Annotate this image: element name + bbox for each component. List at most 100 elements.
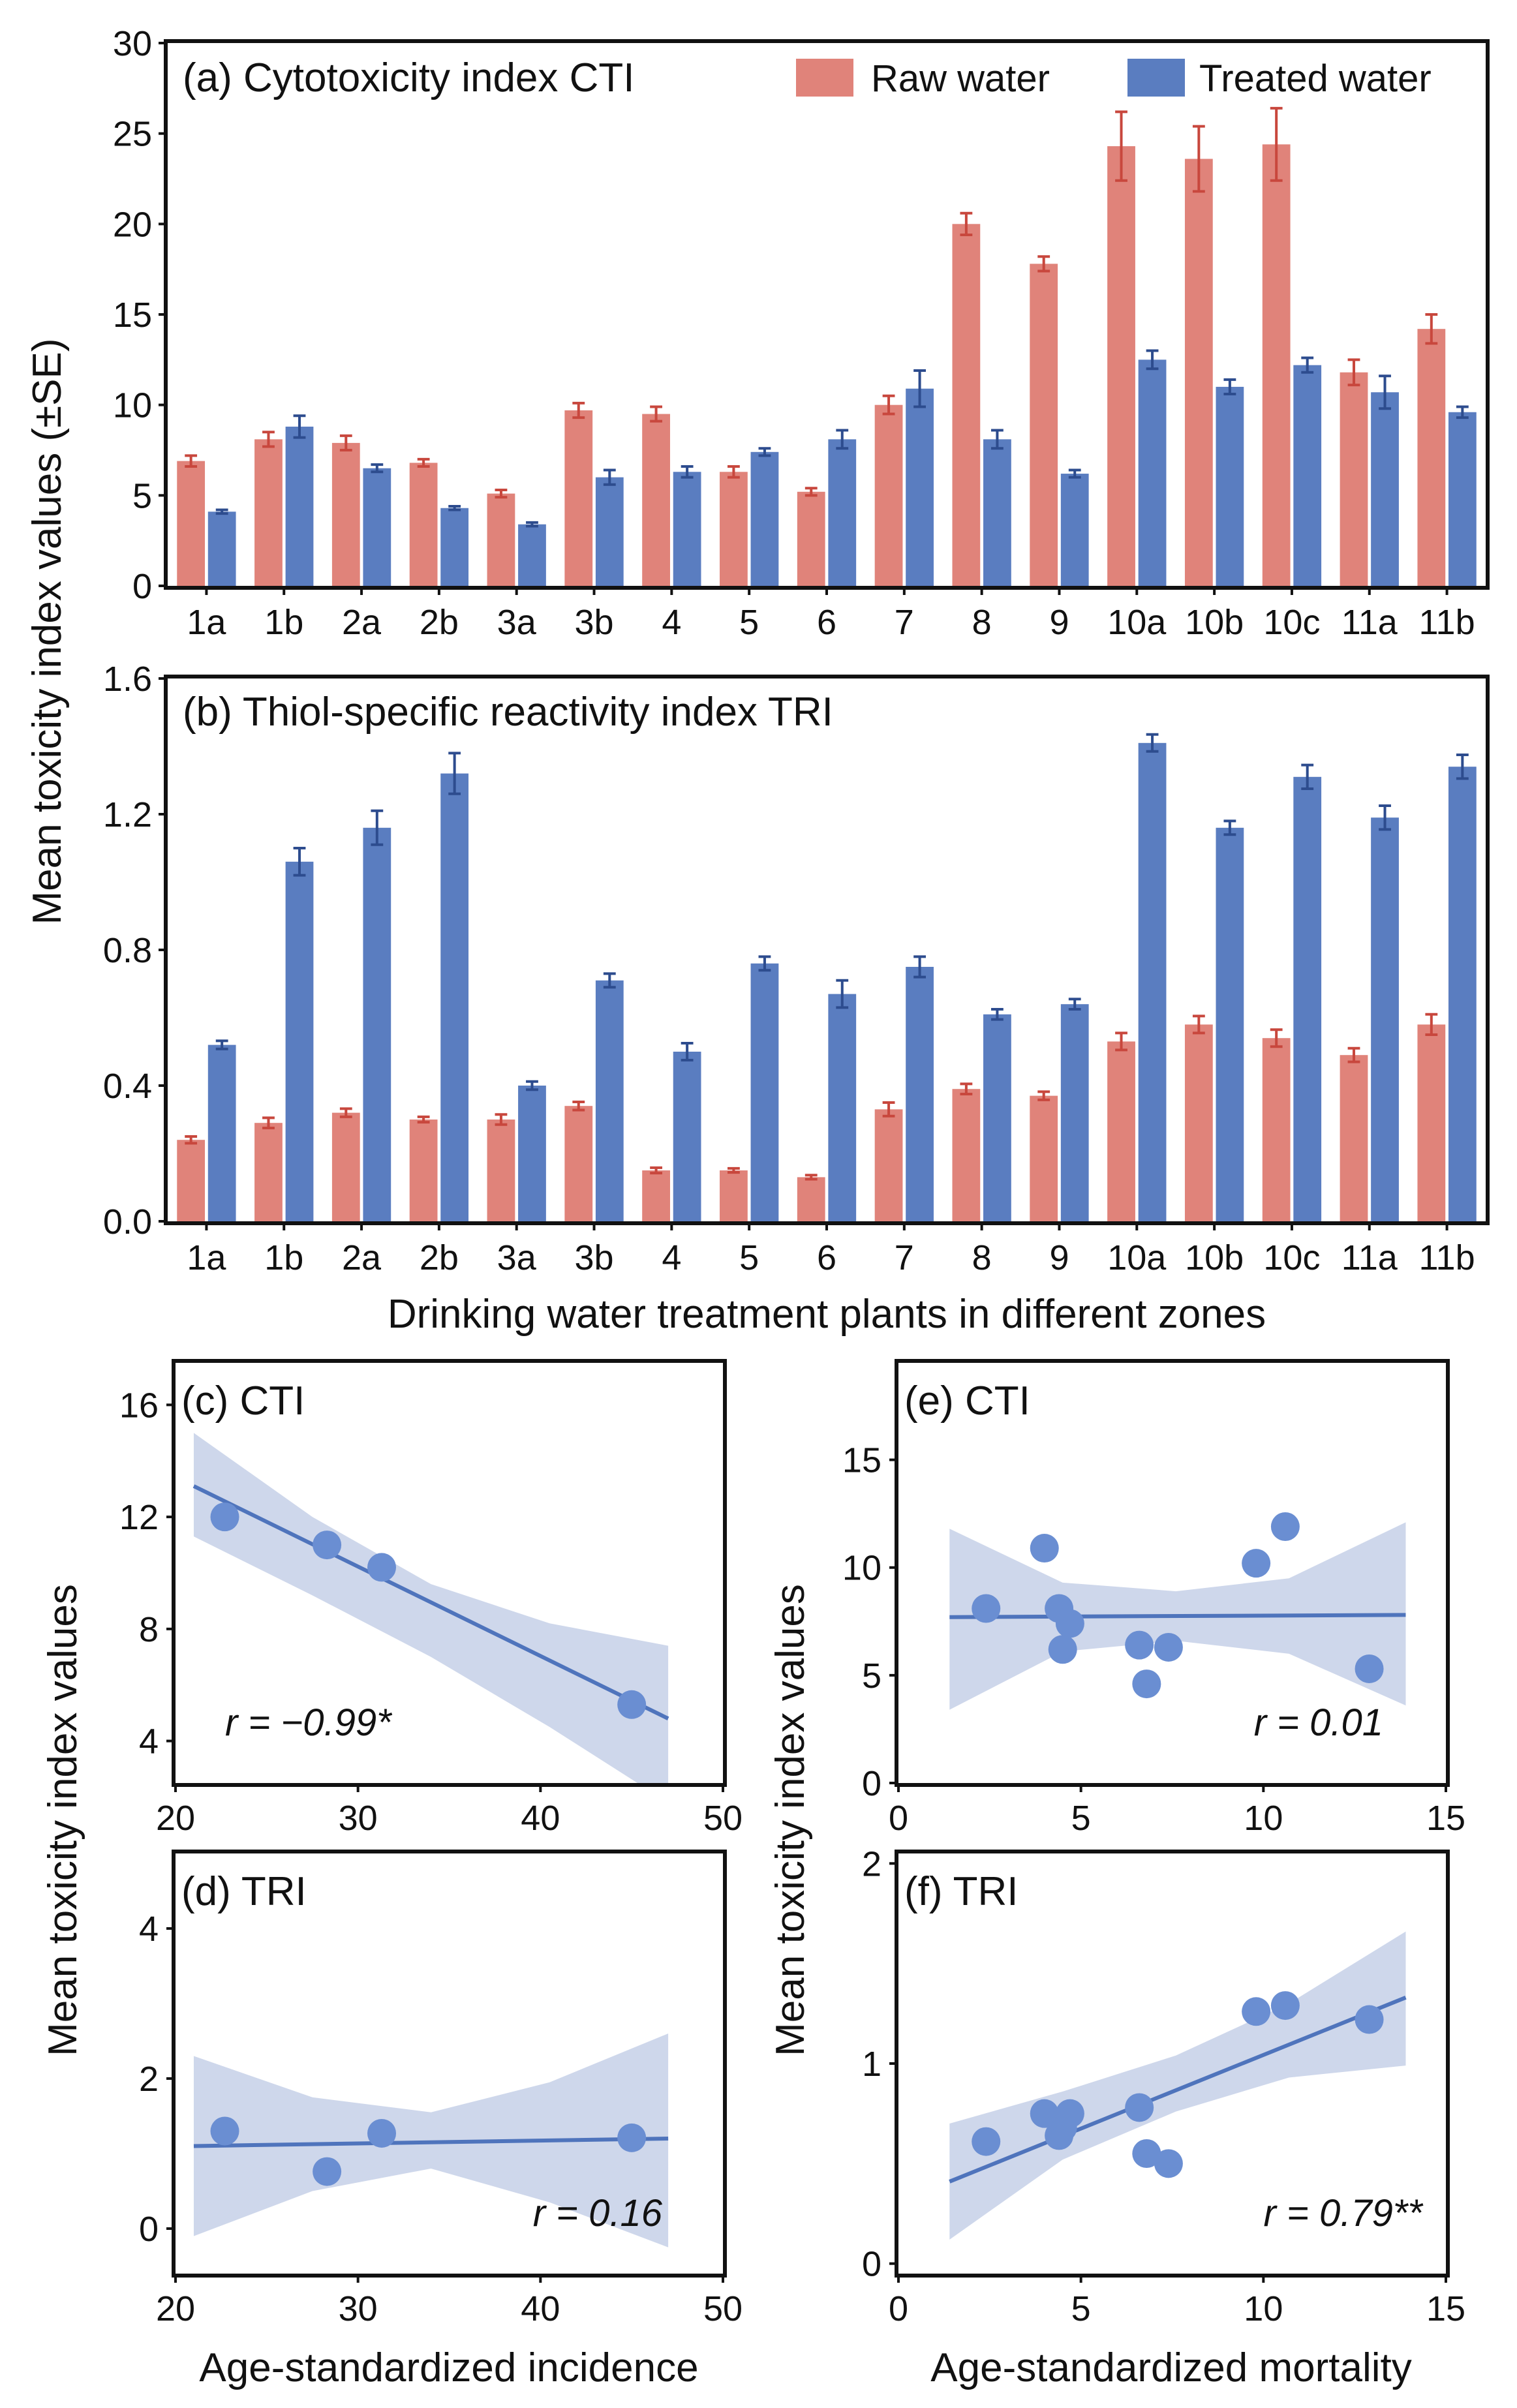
- panel-a-xtick-label: 3a: [497, 603, 537, 642]
- panel-f-xtick-label: 0: [889, 2289, 908, 2328]
- bar-treated-5: [750, 963, 779, 1221]
- errorbar-raw-1a: [185, 454, 198, 468]
- errorbar-treated-2a: [371, 809, 384, 846]
- bar-treated-8: [983, 1014, 1011, 1221]
- errorbar-raw-2a: [339, 1107, 352, 1118]
- errorbar-raw-11b: [1425, 313, 1438, 345]
- errorbar-raw-10b: [1192, 1014, 1205, 1035]
- panel-e-point: [1355, 1654, 1384, 1683]
- errorbar-raw-3a: [495, 489, 508, 499]
- panel-b-xtick-label: 10a: [1107, 1238, 1167, 1277]
- panel-d-title: (d) TRI: [181, 1869, 307, 1914]
- bar-raw-10b: [1184, 1024, 1213, 1221]
- errorbar-raw-2b: [417, 1115, 430, 1124]
- bar-treated-11a: [1371, 817, 1399, 1221]
- errorbar-treated-10a: [1146, 349, 1159, 371]
- panel-c-r-value: r = −0.99*: [225, 1701, 393, 1744]
- panel-f-ytick-label: 0: [862, 2245, 881, 2284]
- panel-b-xtick-label: 8: [972, 1238, 992, 1277]
- bar-treated-10a: [1138, 742, 1167, 1221]
- panel-f-point: [1154, 2149, 1183, 2178]
- panel-c-point: [313, 1531, 342, 1560]
- bar-treated-7: [906, 388, 934, 586]
- bar-treated-3b: [595, 980, 624, 1221]
- panel-b-xtick-label: 3a: [497, 1238, 537, 1277]
- panel-f-r-value: r = 0.79**: [1264, 2192, 1424, 2234]
- panel-a-ytick-label: 20: [113, 205, 152, 244]
- panel-f-point: [1242, 1997, 1271, 2026]
- panel-d-fit-line: [193, 2137, 669, 2148]
- panel-d-r-value: r = 0.16: [533, 2192, 663, 2234]
- errorbar-raw-7: [882, 1101, 895, 1118]
- errorbar-raw-8: [960, 1082, 973, 1095]
- errorbar-raw-11a: [1347, 1046, 1360, 1063]
- panel-d-ytick-label: 4: [139, 1910, 159, 1949]
- bar-raw-6: [797, 491, 825, 586]
- panel-e-point: [972, 1594, 1001, 1623]
- panel-a-frame: [164, 39, 1490, 590]
- errorbar-raw-10b: [1192, 125, 1205, 193]
- panel-a-ytick-label: 5: [132, 476, 152, 515]
- panel-c-xtick-label: 50: [703, 1799, 743, 1838]
- panel-d-frame: [172, 1850, 727, 2278]
- bar-raw-7: [874, 1109, 903, 1221]
- errorbar-treated-11b: [1456, 405, 1469, 419]
- panel-c-ytick-label: 12: [119, 1498, 159, 1537]
- panel-e: 0 5 10 15 0 5 10 15 (e) CTI r = 0.01: [842, 1359, 1465, 1838]
- panel-a-title: (a) Cytotoxicity index CTI: [183, 55, 635, 100]
- panel-c-frame: [172, 1359, 727, 1787]
- bottom-right-ylabel: Mean toxicity index values: [768, 1584, 813, 2056]
- panel-f-point: [972, 2127, 1001, 2156]
- errorbar-raw-3b: [572, 401, 585, 419]
- bar-raw-4: [642, 414, 670, 586]
- top-ylabel: Mean toxicity index values (±SE): [25, 339, 70, 925]
- bar-raw-10b: [1184, 159, 1213, 586]
- bar-raw-2a: [331, 442, 360, 586]
- bar-raw-9: [1030, 264, 1058, 586]
- panel-a-xtick-label: 11b: [1419, 603, 1475, 642]
- panel-b: 0.0 0.4 0.8 1.2 1.6 1a 1b 2a 2b 3a 3b 4 5 6 7 8 9 10a 10b 1…: [103, 660, 1490, 1337]
- panel-f-xtick-label: 15: [1426, 2289, 1465, 2328]
- panel-b-frame: [164, 675, 1490, 1225]
- errorbar-treated-3b: [603, 972, 616, 989]
- panel-e-point: [1030, 1534, 1059, 1563]
- bar-raw-10c: [1262, 1038, 1291, 1221]
- bar-raw-10a: [1107, 146, 1135, 586]
- panel-f: 0 5 10 15 0 1 2 (f) TRI r = 0.79** Age-standar…: [862, 1844, 1465, 2390]
- errorbar-treated-7: [913, 369, 926, 408]
- panel-a-xtick-label: 3b: [574, 603, 613, 642]
- bar-treated-11b: [1448, 412, 1477, 586]
- panel-e-ytick-label: 10: [842, 1549, 881, 1588]
- errorbar-raw-9: [1037, 255, 1050, 273]
- panel-e-point: [1270, 1512, 1300, 1541]
- panel-c-plot-area: [192, 1433, 669, 1783]
- errorbar-treated-7: [913, 955, 926, 979]
- bar-treated-5: [750, 451, 779, 586]
- errorbar-treated-2b: [448, 504, 461, 511]
- bar-treated-11b: [1448, 767, 1477, 1221]
- errorbar-treated-5: [758, 955, 771, 972]
- bar-treated-2b: [440, 773, 469, 1221]
- bar-raw-11a: [1340, 372, 1368, 586]
- bar-treated-10c: [1293, 776, 1322, 1221]
- panel-b-content: 0.0 0.4 0.8 1.2 1.6 1a 1b 2a 2b 3a 3b 4 5 6 7 8 9 10a 10b 1…: [103, 660, 1477, 1277]
- errorbar-treated-9: [1068, 998, 1081, 1011]
- panel-c-xtick-label: 20: [156, 1799, 195, 1838]
- panel-e-point: [1048, 1635, 1077, 1664]
- panel-b-xtick-label: 11a: [1341, 1238, 1398, 1277]
- panel-e-plot-area: [949, 1512, 1406, 1710]
- panel-d-xtick-label: 20: [156, 2289, 195, 2328]
- panel-b-xtick-label: 11b: [1419, 1238, 1475, 1277]
- panel-a-xtick-label: 1b: [264, 603, 303, 642]
- bar-raw-11b: [1417, 329, 1446, 586]
- bar-treated-10c: [1293, 365, 1322, 586]
- panel-e-content: 0 5 10 15 0 5 10 15: [842, 1441, 1465, 1838]
- legend-treated-swatch: [1127, 59, 1185, 97]
- errorbar-treated-1b: [293, 414, 306, 439]
- panel-c: 20 30 40 50 4 8 12 16 (c) CTI r = −0.99*: [119, 1359, 743, 1838]
- panel-a-xtick-label: 7: [895, 603, 914, 642]
- panel-e-frame: [895, 1359, 1450, 1787]
- panel-e-xtick-label: 15: [1426, 1799, 1465, 1838]
- errorbar-treated-11a: [1379, 804, 1391, 831]
